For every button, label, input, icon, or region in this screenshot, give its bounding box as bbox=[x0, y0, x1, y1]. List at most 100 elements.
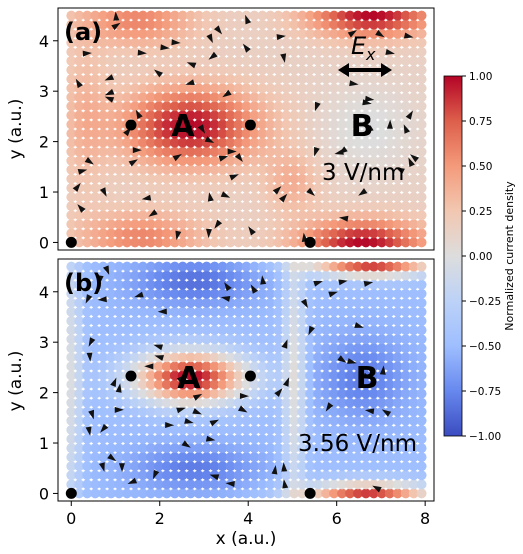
current-dot bbox=[408, 397, 419, 408]
current-dot bbox=[193, 110, 204, 121]
current-dot bbox=[249, 137, 260, 148]
current-dot bbox=[249, 173, 260, 184]
current-dot bbox=[416, 119, 427, 130]
current-dot bbox=[368, 443, 379, 454]
current-arrow bbox=[328, 291, 338, 298]
current-dot bbox=[265, 101, 276, 112]
current-dot bbox=[90, 488, 101, 499]
current-dot bbox=[169, 325, 180, 336]
current-dot bbox=[98, 352, 109, 363]
current-dot bbox=[153, 55, 164, 66]
current-dot bbox=[416, 370, 427, 381]
current-dot bbox=[122, 270, 132, 281]
current-dot bbox=[368, 361, 379, 372]
current-dot bbox=[400, 219, 411, 230]
current-dot bbox=[400, 201, 411, 212]
current-dot bbox=[241, 83, 252, 94]
panel-a-label: (a) bbox=[64, 18, 102, 46]
current-dot bbox=[352, 101, 363, 112]
current-dot bbox=[345, 443, 355, 454]
current-dot bbox=[233, 228, 244, 239]
current-dot bbox=[352, 488, 363, 499]
current-dot bbox=[384, 288, 395, 299]
current-dot bbox=[137, 443, 148, 454]
current-dot bbox=[209, 443, 220, 454]
current-dot bbox=[90, 397, 101, 408]
current-dot bbox=[281, 183, 292, 193]
current-dot bbox=[145, 397, 156, 408]
current-dot bbox=[305, 352, 316, 363]
current-dot bbox=[201, 443, 212, 454]
current-dot bbox=[352, 110, 363, 121]
current-dot bbox=[297, 270, 308, 281]
current-dot bbox=[416, 270, 427, 281]
current-dot bbox=[106, 237, 117, 248]
current-dot bbox=[241, 415, 252, 426]
current-dot bbox=[225, 334, 236, 345]
current-dot bbox=[90, 10, 101, 21]
current-dot bbox=[66, 110, 77, 121]
current-dot bbox=[360, 379, 371, 390]
current-dot bbox=[392, 55, 403, 66]
current-dot bbox=[98, 443, 109, 454]
current-dot bbox=[217, 415, 228, 426]
current-dot bbox=[345, 110, 355, 121]
current-dot bbox=[265, 201, 276, 212]
current-dot bbox=[193, 46, 204, 57]
current-dot bbox=[106, 137, 117, 148]
current-dot bbox=[400, 210, 411, 221]
colorbar: 1.000.750.500.250.00−0.25−0.50−0.75−1.00… bbox=[443, 71, 516, 443]
current-dot bbox=[313, 270, 324, 281]
current-dot bbox=[161, 10, 172, 21]
current-dot bbox=[408, 137, 419, 148]
current-dot bbox=[153, 288, 164, 299]
current-dot bbox=[217, 434, 228, 444]
current-dot bbox=[153, 261, 164, 272]
current-dot bbox=[193, 37, 204, 48]
current-dot bbox=[233, 424, 244, 435]
current-dot bbox=[82, 434, 93, 444]
current-dot bbox=[305, 228, 316, 239]
current-dot bbox=[225, 370, 236, 381]
panel-a-region-a: A bbox=[171, 109, 195, 144]
current-dot bbox=[122, 74, 132, 85]
current-dot bbox=[273, 415, 284, 426]
current-dot bbox=[265, 297, 276, 308]
current-dot bbox=[122, 92, 132, 103]
current-dot bbox=[122, 237, 132, 248]
current-dot bbox=[360, 316, 371, 326]
current-dot bbox=[217, 461, 228, 472]
current-dot bbox=[114, 297, 124, 308]
current-dot bbox=[90, 424, 101, 435]
current-dot bbox=[90, 288, 101, 299]
current-dot bbox=[217, 228, 228, 239]
current-dot bbox=[368, 297, 379, 308]
current-arrow bbox=[118, 463, 125, 473]
current-dot bbox=[169, 55, 180, 66]
current-dot bbox=[241, 146, 252, 157]
current-dot bbox=[90, 452, 101, 463]
current-dot bbox=[408, 92, 419, 103]
panel-b-region-a: A bbox=[177, 361, 201, 396]
current-dot bbox=[281, 316, 292, 326]
current-dot bbox=[122, 343, 132, 354]
current-dot bbox=[352, 397, 363, 408]
atom-marker bbox=[244, 119, 256, 131]
current-dot bbox=[122, 452, 132, 463]
current-dot bbox=[257, 28, 268, 39]
current-dot bbox=[153, 155, 164, 166]
current-dot bbox=[384, 173, 395, 184]
current-dot bbox=[368, 46, 379, 57]
current-dot bbox=[98, 316, 109, 326]
current-dot bbox=[321, 219, 332, 230]
current-dot bbox=[257, 452, 268, 463]
current-dot bbox=[137, 74, 148, 85]
current-dot bbox=[114, 352, 124, 363]
current-dot bbox=[130, 92, 140, 103]
current-dot bbox=[145, 65, 156, 75]
current-dot bbox=[153, 192, 164, 203]
current-dot bbox=[177, 479, 188, 490]
current-dot bbox=[384, 83, 395, 94]
current-dot bbox=[400, 173, 411, 184]
